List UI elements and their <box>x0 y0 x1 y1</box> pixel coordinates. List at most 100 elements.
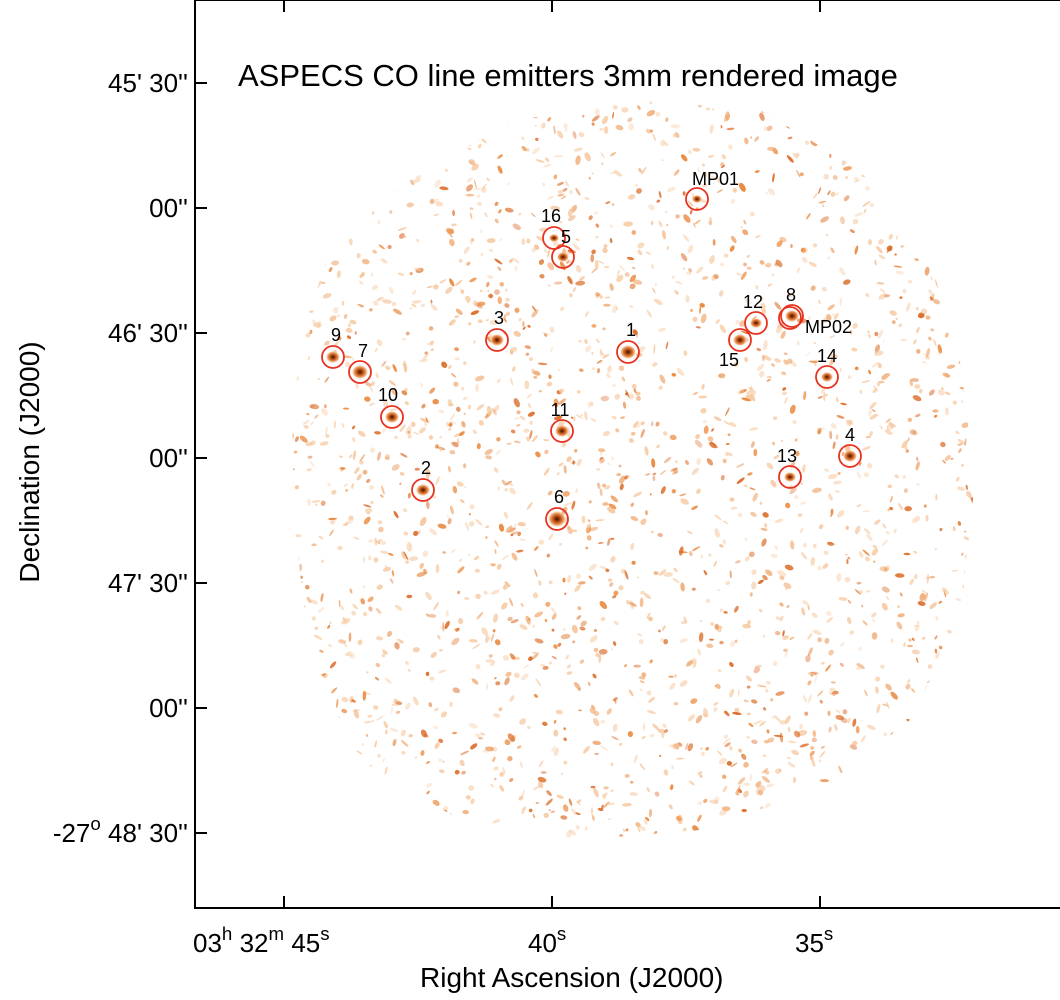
noise-speck <box>897 758 903 765</box>
noise-speck <box>771 273 775 277</box>
noise-speck <box>663 571 673 578</box>
noise-speck <box>886 746 890 753</box>
noise-speck <box>944 810 949 816</box>
source-emission <box>692 195 702 203</box>
noise-speck <box>844 576 851 583</box>
noise-speck <box>898 146 903 150</box>
noise-speck <box>354 807 360 817</box>
noise-speck <box>911 795 915 800</box>
noise-speck <box>451 421 457 424</box>
noise-speck <box>628 393 634 400</box>
noise-speck <box>519 761 523 769</box>
noise-speck <box>513 417 521 420</box>
noise-speck <box>660 139 666 147</box>
noise-speck <box>763 340 768 351</box>
noise-speck <box>866 463 873 469</box>
noise-speck <box>502 767 506 775</box>
noise-speck <box>716 589 721 591</box>
noise-speck <box>308 134 312 140</box>
noise-speck <box>510 619 519 624</box>
noise-speck <box>378 244 385 250</box>
noise-speck <box>744 137 749 145</box>
noise-speck <box>477 737 484 740</box>
noise-speck <box>950 274 955 285</box>
noise-speck <box>797 513 803 517</box>
noise-speck <box>292 281 295 291</box>
noise-speck <box>413 431 420 436</box>
noise-speck <box>829 335 836 339</box>
noise-speck <box>834 192 840 196</box>
noise-speck <box>375 296 385 302</box>
noise-speck <box>517 833 522 839</box>
noise-speck <box>935 728 942 735</box>
noise-speck <box>696 488 701 495</box>
noise-speck <box>729 570 732 579</box>
noise-speck <box>420 303 425 308</box>
noise-speck <box>338 639 347 644</box>
noise-speck <box>830 191 836 197</box>
noise-speck <box>606 708 612 715</box>
noise-speck <box>832 441 836 450</box>
noise-speck <box>725 580 731 586</box>
noise-speck <box>869 431 873 437</box>
noise-speck <box>575 825 580 830</box>
noise-speck <box>400 739 409 747</box>
noise-speck <box>642 722 645 731</box>
noise-speck <box>743 699 749 703</box>
noise-speck <box>865 113 870 121</box>
noise-speck <box>770 716 775 719</box>
noise-speck <box>919 800 922 803</box>
noise-speck <box>865 435 872 439</box>
noise-speck <box>962 595 967 604</box>
noise-speck <box>745 675 753 682</box>
source-emission <box>490 334 504 346</box>
noise-speck <box>576 458 582 467</box>
noise-speck <box>586 535 592 541</box>
noise-speck <box>397 272 405 276</box>
noise-speck <box>623 664 628 668</box>
noise-speck <box>425 468 431 477</box>
noise-speck <box>782 635 789 640</box>
noise-speck <box>893 751 900 760</box>
noise-speck <box>535 137 539 142</box>
noise-speck <box>433 707 439 712</box>
noise-speck <box>501 602 508 610</box>
noise-speck <box>847 717 851 724</box>
noise-speck <box>292 307 296 312</box>
noise-speck <box>489 661 496 667</box>
noise-speck <box>919 100 925 102</box>
noise-speck <box>476 138 481 142</box>
noise-speck <box>316 767 322 775</box>
noise-speck <box>646 128 651 134</box>
noise-speck <box>666 224 669 227</box>
noise-speck <box>301 649 304 653</box>
noise-speck <box>320 592 324 603</box>
noise-speck <box>292 696 294 699</box>
noise-speck <box>523 664 529 669</box>
noise-speck <box>967 126 970 129</box>
noise-speck <box>578 709 582 712</box>
noise-speck <box>881 703 889 707</box>
source-circle <box>411 478 435 502</box>
noise-speck <box>925 150 933 157</box>
noise-speck <box>476 128 481 133</box>
noise-speck <box>695 326 701 329</box>
noise-speck <box>499 771 504 777</box>
noise-speck <box>329 519 336 525</box>
noise-speck <box>418 530 421 535</box>
noise-speck <box>970 318 974 321</box>
noise-speck <box>923 240 928 250</box>
noise-speck <box>602 502 609 506</box>
noise-speck <box>320 756 324 761</box>
noise-speck <box>491 827 498 834</box>
noise-speck <box>382 566 392 572</box>
noise-speck <box>389 727 399 733</box>
noise-speck <box>829 514 833 517</box>
noise-speck <box>851 347 858 352</box>
noise-speck <box>531 305 537 312</box>
noise-speck <box>371 799 376 806</box>
noise-speck <box>697 102 702 108</box>
noise-speck <box>729 497 735 502</box>
noise-speck <box>935 615 939 621</box>
noise-speck <box>472 429 477 435</box>
